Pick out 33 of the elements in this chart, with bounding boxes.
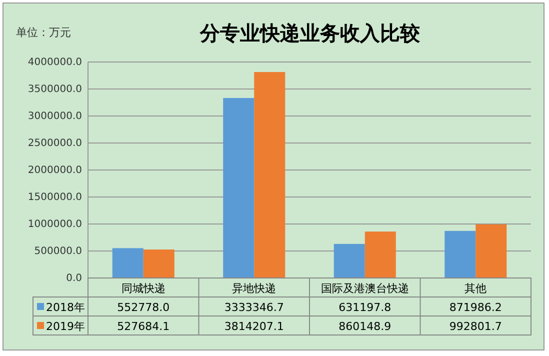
y-tick-label: 2000000.0 xyxy=(28,165,82,176)
bar xyxy=(334,244,365,278)
bar xyxy=(223,98,254,278)
y-tick-label: 4000000.0 xyxy=(28,57,82,68)
x-tick-label: 异地快递 xyxy=(232,282,276,295)
y-tick-label: 3500000.0 xyxy=(28,84,82,96)
data-label: 3333346.7 xyxy=(224,301,284,314)
data-label: 871986.2 xyxy=(449,301,502,314)
y-tick-label: 3000000.0 xyxy=(28,111,82,122)
y-tick-label: 500000.0 xyxy=(34,246,82,258)
y-tick-label: 2500000.0 xyxy=(28,138,82,150)
bar xyxy=(143,250,174,278)
bar xyxy=(254,72,286,278)
chart-title: 分专业快递业务收入比较 xyxy=(199,21,421,45)
data-label: 631197.8 xyxy=(338,301,392,314)
legend-label: 2018年 xyxy=(46,301,85,314)
y-tick-label: 1500000.0 xyxy=(28,192,82,204)
data-label: 992801.7 xyxy=(449,320,502,333)
bar xyxy=(444,230,476,278)
y-tick-label: 1000000.0 xyxy=(28,219,82,230)
y-tick-label: 0.0 xyxy=(66,273,82,284)
data-label: 527684.1 xyxy=(117,320,170,333)
bar xyxy=(476,224,507,278)
x-tick-label: 其他 xyxy=(464,282,487,295)
bar xyxy=(364,232,396,278)
x-tick-label: 同城快递 xyxy=(121,282,166,295)
data-label: 3814207.1 xyxy=(224,320,284,333)
y-axis-title: 单位：万元 xyxy=(16,26,71,39)
x-tick-label: 国际及港澳台快递 xyxy=(320,282,409,295)
bar xyxy=(112,248,144,278)
data-label: 552778.0 xyxy=(117,301,170,314)
legend-label: 2019年 xyxy=(46,320,85,333)
data-label: 860148.9 xyxy=(338,320,392,333)
